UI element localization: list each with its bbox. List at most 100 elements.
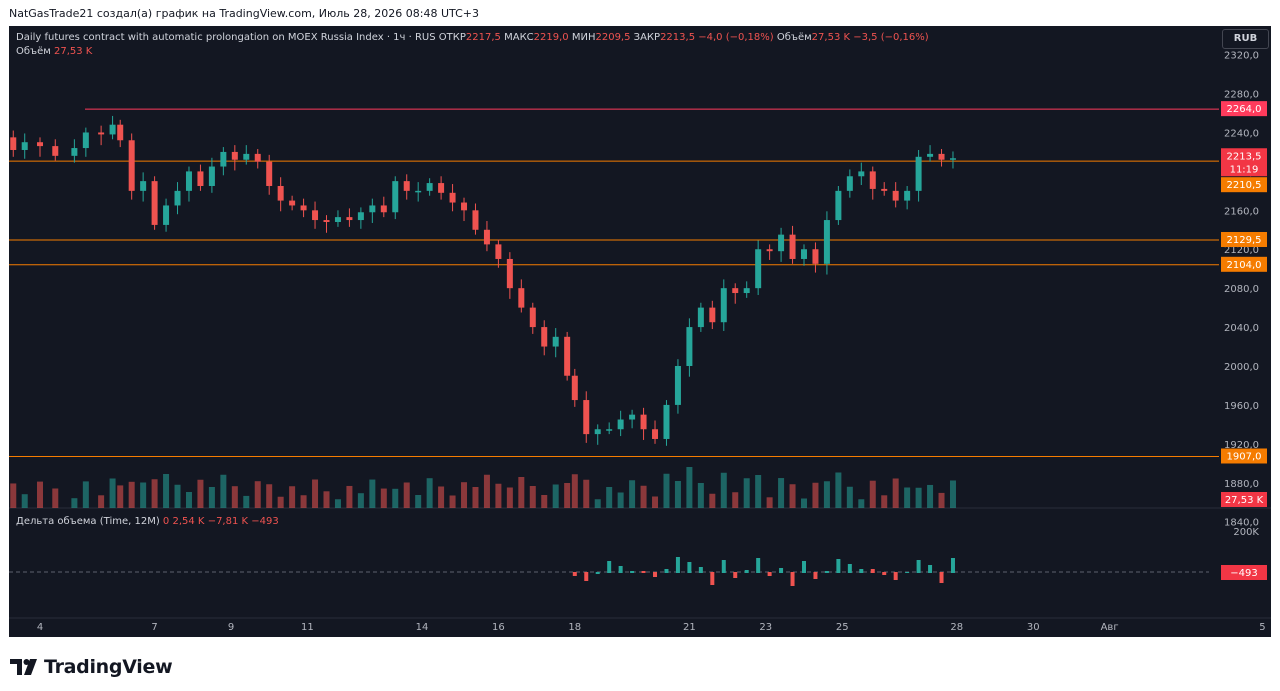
indicator-value-2: −7,81 K xyxy=(207,516,249,527)
candle-body xyxy=(37,142,43,147)
indicator-value-1: 2,54 K xyxy=(172,516,205,527)
volume-bar xyxy=(674,481,681,508)
low-label: МИН xyxy=(571,32,596,43)
level-price-label-bg xyxy=(1221,231,1267,247)
candle-body xyxy=(426,183,433,191)
volume-bar xyxy=(583,479,590,508)
volume-bar xyxy=(403,482,410,508)
y-tick-label: 1960,0 xyxy=(1224,401,1259,412)
volume-bar xyxy=(243,495,250,508)
volume-bar xyxy=(858,499,865,508)
volume-bar xyxy=(334,499,341,508)
candle-body xyxy=(869,171,876,189)
x-tick-label: 7 xyxy=(151,622,157,633)
volume-bar xyxy=(254,481,261,508)
price-chart[interactable]: 2440,02400,02360,02320,02280,02240,02200… xyxy=(9,26,1271,637)
delta-bar xyxy=(756,558,761,573)
level-price-label-bg xyxy=(1221,101,1267,117)
candle-body xyxy=(881,188,888,191)
candle-body xyxy=(812,249,819,264)
volume-bar xyxy=(220,474,227,508)
volume-bar xyxy=(617,492,624,508)
volume-bar xyxy=(449,495,456,508)
volume-bar xyxy=(697,483,704,508)
delta-bar xyxy=(939,572,944,583)
volume-bar xyxy=(415,495,422,508)
volume-bar xyxy=(755,475,762,508)
candle-body xyxy=(892,190,899,201)
delta-bar xyxy=(870,569,875,573)
delta-bar xyxy=(641,571,646,573)
volume-bar xyxy=(552,484,559,508)
delta-bar xyxy=(664,569,669,573)
volume-bar xyxy=(52,488,59,508)
brand-name: TradingView xyxy=(44,656,173,678)
candle-body xyxy=(858,171,865,177)
candle-body xyxy=(720,288,727,323)
volume-bar xyxy=(571,474,578,508)
volume-bar xyxy=(151,479,158,508)
delta-bar xyxy=(572,572,577,576)
candle-body xyxy=(289,200,296,206)
currency-button[interactable]: RUB xyxy=(1222,29,1269,49)
volume-bar xyxy=(128,481,135,508)
volume-bar xyxy=(21,494,28,508)
volume-bar xyxy=(380,488,387,508)
volume-bar xyxy=(789,484,796,508)
volume-bar xyxy=(312,479,319,508)
volume-bar xyxy=(812,482,819,508)
candle-body xyxy=(938,153,945,160)
low-value: 2209,5 xyxy=(595,32,631,43)
volume-bar xyxy=(346,485,353,508)
candle-body xyxy=(904,190,911,201)
delta-bar xyxy=(618,566,623,573)
volume-bar xyxy=(231,486,238,508)
tradingview-logo[interactable]: TradingView xyxy=(10,656,173,678)
y-tick-label: 2120,0 xyxy=(1224,245,1259,256)
delta-bar xyxy=(882,572,887,575)
volume-bar xyxy=(82,481,89,508)
candle-body xyxy=(674,366,681,405)
volume-bar xyxy=(892,478,899,508)
volume-bar xyxy=(881,495,888,508)
candle-body xyxy=(778,234,785,252)
candle-body xyxy=(10,137,17,150)
volume-bar xyxy=(197,479,204,508)
volume-bar xyxy=(949,480,956,508)
y-tick-label: 2160,0 xyxy=(1224,206,1259,217)
volume-bar xyxy=(117,485,124,508)
delta-bar xyxy=(767,572,772,576)
candle-body xyxy=(606,429,613,431)
candle-body xyxy=(82,132,89,149)
caption-bar: NatGasTrade21 создал(а) график на Tradin… xyxy=(0,0,1280,26)
level-price-label: 2264,0 xyxy=(1227,104,1262,115)
volume-bar xyxy=(495,483,502,508)
candle-body xyxy=(640,414,647,430)
candle-body xyxy=(98,132,105,135)
candle-body xyxy=(117,124,124,141)
candle-body xyxy=(617,419,624,430)
candle-body xyxy=(369,205,376,213)
candle-body xyxy=(21,142,28,150)
chart-frame[interactable] xyxy=(9,26,1271,637)
open-label: ОТКР xyxy=(438,32,466,43)
candle-body xyxy=(697,307,704,328)
x-tick-label: 21 xyxy=(683,622,696,633)
candle-body xyxy=(506,258,513,289)
level-price-label-bg xyxy=(1221,256,1267,272)
volume-bar xyxy=(185,492,192,508)
open-value: 2217,5 xyxy=(465,32,501,43)
volume-bar xyxy=(766,497,773,508)
volume-bar xyxy=(801,498,807,508)
candle-body xyxy=(732,288,739,294)
delta-bar xyxy=(675,557,680,573)
candle-body xyxy=(109,124,116,135)
delta-bar xyxy=(710,572,715,585)
volume-bar xyxy=(109,478,116,508)
volume-bar xyxy=(927,484,934,508)
x-tick-label: 30 xyxy=(1027,622,1040,633)
candle-body xyxy=(927,153,934,157)
delta-bar xyxy=(721,560,726,573)
candle-body xyxy=(438,183,445,193)
tradingview-logo-icon xyxy=(10,659,37,675)
